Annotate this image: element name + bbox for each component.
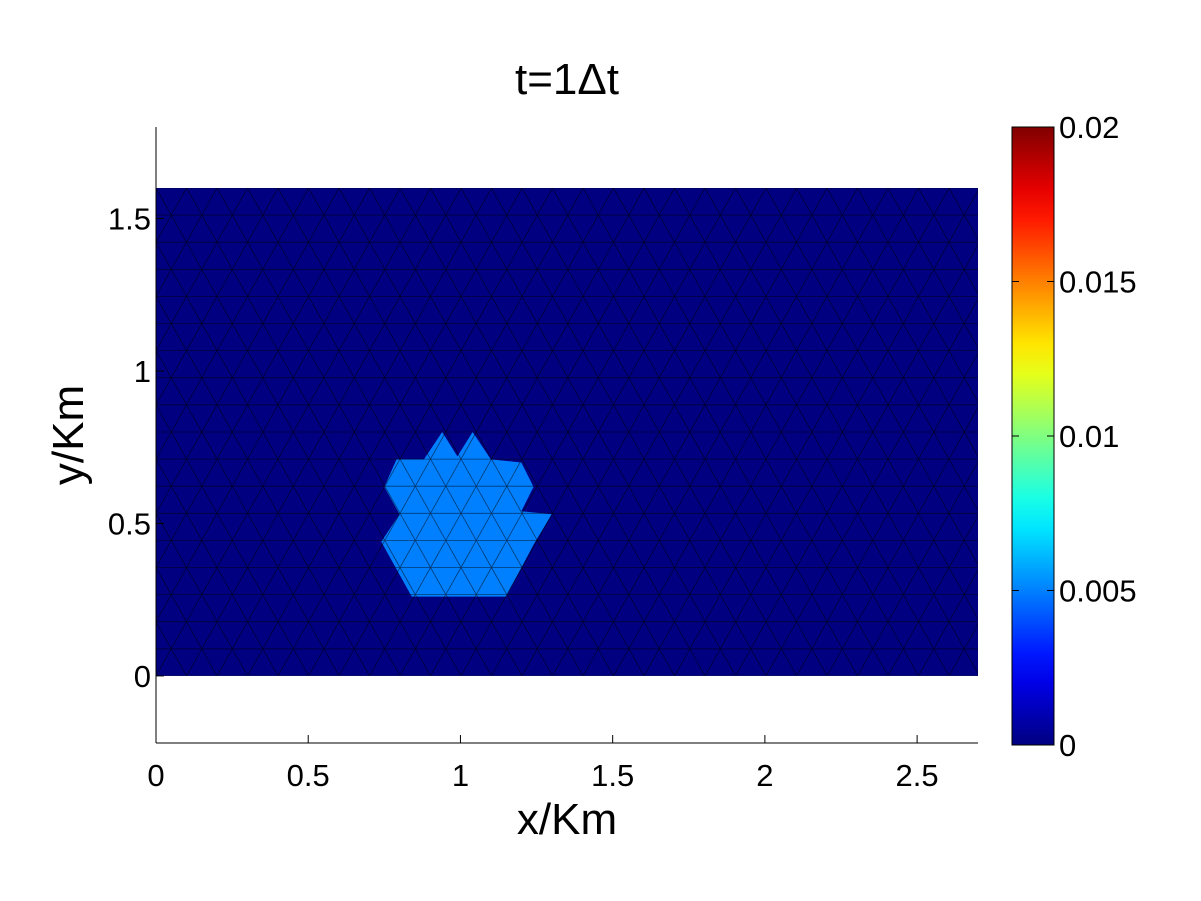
y-tick-label: 0.5 (108, 506, 151, 541)
colorbar-ticks: 0 0.005 0.01 0.015 0.02 (1012, 110, 1137, 763)
mesh-edges (156, 187, 978, 676)
y-tick-label: 0 (134, 659, 151, 694)
x-tick-label: 2 (756, 758, 773, 793)
triangular-mesh (156, 187, 978, 676)
x-axis-label: x/Km (517, 795, 617, 844)
colorbar-tick-label: 0.015 (1059, 265, 1137, 300)
x-tick-label: 1 (452, 758, 469, 793)
colorbar-tick-label: 0 (1059, 728, 1076, 763)
plot-area: 0 0.5 1 1.5 2 2.5 0 0.5 1 1.5 (108, 127, 978, 793)
y-tick-label: 1 (134, 354, 151, 389)
x-tick-label: 0.5 (287, 758, 330, 793)
y-axis-label: y/Km (44, 385, 93, 485)
colorbar-tick-label: 0.01 (1059, 419, 1119, 454)
x-tick-label: 2.5 (896, 758, 939, 793)
y-ticks: 0 0.5 1 1.5 (108, 201, 164, 694)
x-tick-label: 0 (147, 758, 164, 793)
colorbar-tick-label: 0.005 (1059, 574, 1137, 609)
colorbar: 0 0.005 0.01 0.015 0.02 (1011, 110, 1137, 763)
x-tick-label: 1.5 (591, 758, 634, 793)
y-tick-label: 1.5 (108, 201, 151, 236)
chart-title: t=1Δt (515, 55, 619, 104)
x-ticks: 0 0.5 1 1.5 2 2.5 (147, 735, 939, 793)
colorbar-tick-label: 0.02 (1059, 110, 1119, 145)
